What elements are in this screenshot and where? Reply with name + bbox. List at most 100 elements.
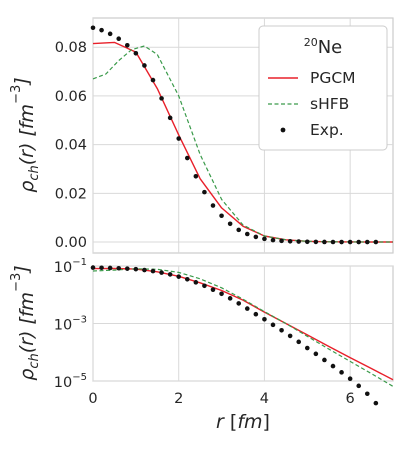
top-point-exp: [107, 31, 113, 37]
top-point-exp: [339, 239, 344, 245]
bottom-point-exp: [262, 316, 267, 322]
bottom-point-exp: [116, 265, 122, 271]
bottom-point-exp: [356, 383, 362, 389]
top-point-exp: [279, 238, 284, 244]
top-point-exp: [99, 27, 104, 33]
top-panel: 0.00 0.02 0.04 0.06 0.08 ρch(r) [fm−3] 20Ne …: [9, 17, 394, 254]
bottom-point-exp: [133, 266, 139, 272]
top-point-exp: [330, 239, 336, 245]
bottom-point-exp: [296, 339, 302, 345]
top-point-exp: [159, 96, 164, 101]
top-point-exp: [244, 231, 250, 237]
top-point-exp: [184, 155, 190, 161]
top-point-exp: [90, 25, 96, 31]
top-point-exp: [347, 239, 353, 245]
top-y-tick-label: 0.02: [55, 186, 87, 202]
bottom-point-exp: [219, 291, 224, 297]
top-point-exp: [296, 239, 302, 244]
bottom-point-exp: [150, 268, 156, 274]
top-point-exp: [150, 77, 156, 83]
top-point-exp: [227, 221, 233, 227]
bottom-point-exp: [244, 306, 250, 311]
bottom-point-exp: [227, 296, 233, 301]
top-point-exp: [253, 234, 259, 240]
top-point-exp: [373, 239, 379, 245]
bottom-point-exp: [253, 311, 259, 317]
bottom-point-exp: [167, 272, 173, 277]
bottom-point-exp: [287, 333, 293, 339]
top-point-exp: [210, 203, 216, 208]
bottom-point-exp: [304, 345, 310, 351]
top-point-exp: [133, 51, 139, 56]
bottom-point-exp: [339, 370, 344, 375]
bottom-point-exp: [99, 265, 104, 271]
legend-title-superscript: 20: [304, 36, 318, 49]
bottom-point-exp: [193, 280, 199, 285]
top-point-exp: [270, 237, 276, 243]
legend-label-exp: Exp.: [310, 121, 344, 139]
top-point-exp: [124, 42, 130, 48]
bottom-point-exp: [124, 266, 130, 271]
legend-label-shfb: sHFB: [310, 95, 349, 113]
top-line-shfb: [92, 45, 393, 243]
top-point-exp: [262, 236, 267, 242]
bottom-point-exp: [202, 283, 207, 289]
bottom-panel: 10−1 10−3 10−5 0 2 4 6 ρch(r) [fm−3] r [fm]: [9, 257, 394, 433]
top-point-exp: [313, 239, 319, 245]
bottom-point-exp: [279, 328, 284, 333]
top-point-exp: [287, 239, 293, 244]
bottom-point-exp: [364, 391, 370, 397]
bottom-point-exp: [313, 351, 319, 357]
legend-title-element: Ne: [318, 37, 343, 58]
x-axis-label: r [fm]: [216, 411, 270, 433]
bottom-point-exp: [142, 267, 147, 273]
top-point-exp: [176, 136, 182, 141]
top-point-exp: [236, 227, 242, 233]
bottom-x-tick-label: 6: [346, 391, 355, 407]
top-point-exp: [116, 36, 122, 41]
top-point-exp: [322, 239, 327, 245]
bottom-y-tick-label: 10−1: [54, 257, 87, 276]
bottom-x-tick-label: 2: [174, 391, 183, 407]
bottom-point-exp: [184, 276, 190, 282]
bottom-point-exp: [176, 274, 182, 279]
bottom-y-axis-label: ρch(r) [fm−3]: [9, 265, 42, 380]
legend-title: 20Ne: [304, 36, 343, 58]
top-y-tick-label: 0.08: [55, 40, 87, 56]
bottom-point-exp: [159, 270, 164, 275]
bottom-point-exp: [210, 287, 216, 292]
bottom-point-exp: [322, 357, 327, 363]
bottom-point-exp: [236, 301, 242, 306]
bottom-y-tick-label: 10−3: [54, 315, 87, 334]
top-point-exp: [356, 239, 362, 245]
top-y-tick-label: 0.04: [55, 138, 87, 154]
legend-label-pgcm: PGCM: [310, 69, 356, 87]
bottom-x-tick-labels: 0 2 4 6: [88, 391, 354, 407]
top-y-tick-label: 0.06: [55, 89, 87, 105]
bottom-point-exp: [90, 265, 96, 270]
top-point-exp: [364, 239, 370, 245]
top-point-exp: [142, 63, 147, 68]
top-series: [90, 25, 393, 245]
top-point-exp: [304, 239, 310, 245]
top-point-exp: [193, 173, 199, 179]
top-y-tick-labels: 0.00 0.02 0.04 0.06 0.08: [55, 40, 87, 251]
top-point-exp: [202, 189, 207, 195]
top-y-tick-label: 0.00: [55, 235, 87, 251]
bottom-x-tick-label: 4: [260, 391, 269, 407]
top-point-exp: [167, 115, 173, 121]
bottom-point-exp: [270, 322, 276, 328]
bottom-point-exp: [347, 376, 353, 382]
top-y-axis-label: ρch(r) [fm−3]: [9, 77, 42, 192]
legend-swatch-exp: [280, 127, 286, 133]
top-point-exp: [219, 213, 224, 219]
bottom-point-exp: [373, 400, 379, 406]
bottom-y-tick-labels: 10−1 10−3 10−5: [54, 257, 87, 391]
bottom-point-exp: [107, 265, 113, 271]
bottom-x-tick-label: 0: [88, 391, 97, 407]
legend: 20Ne PGCM sHFB Exp.: [258, 25, 388, 151]
bottom-point-exp: [330, 363, 336, 369]
bottom-series: [90, 265, 394, 406]
bottom-y-tick-label: 10−5: [54, 372, 87, 391]
